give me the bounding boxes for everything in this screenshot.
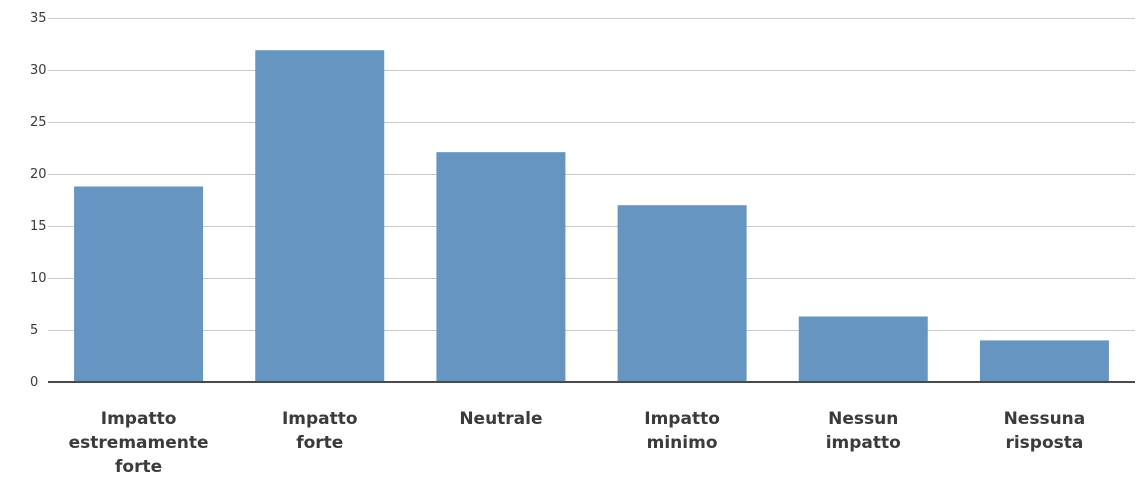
- x-category-label-line: forte: [115, 457, 162, 477]
- y-tick-label: 20: [30, 167, 47, 182]
- gridlines: [48, 18, 1135, 331]
- bar: [979, 340, 1109, 382]
- bar: [255, 50, 385, 383]
- x-category-label-line: Nessun: [828, 409, 898, 429]
- y-axis-ticks: 0 5 10 15 20 25 30 35: [30, 11, 47, 390]
- x-category-label: Impatto minimo: [644, 409, 720, 453]
- x-axis-categories: Impatto estremamente forte Impatto forte Neut…: [69, 409, 1086, 477]
- y-tick-label: 0: [30, 375, 38, 390]
- y-tick-label: 15: [30, 219, 47, 234]
- x-category-label-line: Impatto: [101, 409, 177, 429]
- x-category-label: Impatto forte: [282, 409, 358, 453]
- y-tick-label: 5: [30, 323, 38, 338]
- x-category-label-line: impatto: [826, 433, 901, 453]
- bar: [617, 205, 747, 382]
- x-category-label: Neutrale: [459, 409, 542, 429]
- x-category-label-line: estremamente: [69, 433, 209, 453]
- y-tick-label: 30: [30, 63, 47, 78]
- bar: [798, 316, 928, 382]
- y-tick-label: 35: [30, 11, 47, 26]
- x-category-label-line: Nessuna: [1004, 409, 1086, 429]
- x-category-label-line: risposta: [1005, 433, 1083, 453]
- bars: [74, 50, 1109, 383]
- bar: [436, 152, 566, 382]
- x-category-label: Nessun impatto: [826, 409, 901, 453]
- y-tick-label: 10: [30, 271, 47, 286]
- x-category-label: Impatto estremamente forte: [69, 409, 209, 477]
- x-category-label-line: Neutrale: [459, 409, 542, 429]
- y-tick-label: 25: [30, 115, 47, 130]
- x-category-label: Nessuna risposta: [1004, 409, 1086, 453]
- x-category-label-line: forte: [296, 433, 343, 453]
- x-category-label-line: Impatto: [644, 409, 720, 429]
- bar: [74, 186, 204, 382]
- x-category-label-line: Impatto: [282, 409, 358, 429]
- x-category-label-line: minimo: [647, 433, 718, 453]
